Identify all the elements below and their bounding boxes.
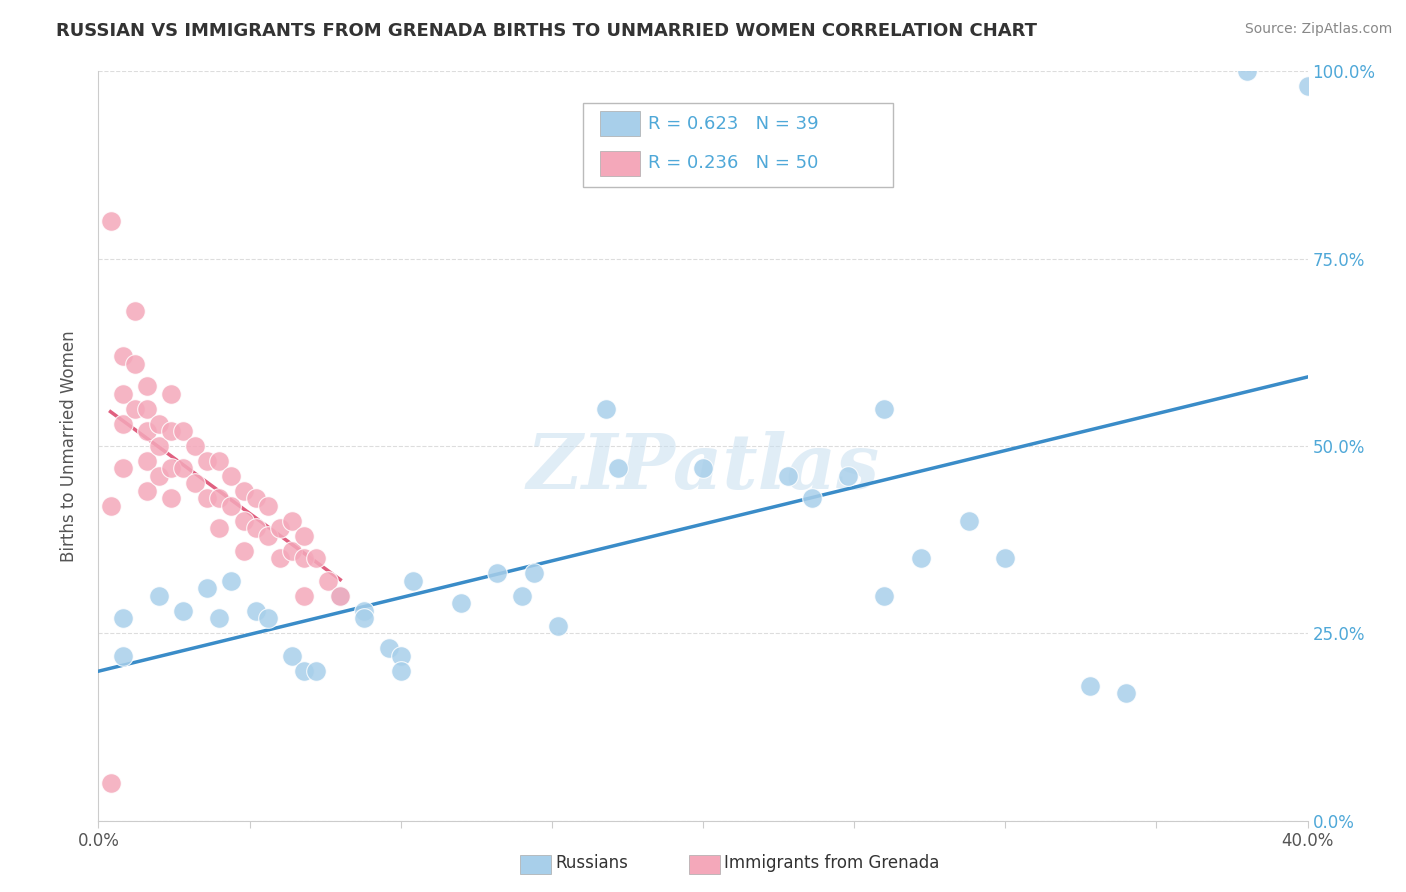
Point [292,551,315,566]
Point [292,529,315,543]
Point [135,379,157,393]
Point [184,476,207,491]
Point [837,469,859,483]
Point [305,551,328,566]
Point [547,619,569,633]
Point [256,529,278,543]
Point [910,551,932,566]
Text: Source: ZipAtlas.com: Source: ZipAtlas.com [1244,22,1392,37]
Text: ZIPatlas: ZIPatlas [526,432,880,506]
Text: RUSSIAN VS IMMIGRANTS FROM GRENADA BIRTHS TO UNMARRIED WOMEN CORRELATION CHART: RUSSIAN VS IMMIGRANTS FROM GRENADA BIRTH… [56,22,1038,40]
Point [353,604,375,618]
Point [208,454,231,468]
Point [111,648,134,663]
Point [607,461,630,475]
Point [281,514,304,528]
Point [111,611,134,625]
Point [148,469,170,483]
Point [148,589,170,603]
Y-axis label: Births to Unmarried Women: Births to Unmarried Women [59,330,77,562]
Point [269,521,291,535]
Point [595,401,617,416]
Point [111,461,134,475]
Point [232,544,254,558]
Point [450,596,472,610]
Point [148,417,170,431]
Point [281,648,304,663]
Point [221,499,243,513]
Point [510,589,533,603]
Point [111,386,134,401]
Point [124,304,146,318]
Point [100,214,122,228]
Text: Immigrants from Grenada: Immigrants from Grenada [724,855,939,872]
Point [776,469,799,483]
Point [281,544,304,558]
Point [692,461,714,475]
Point [329,589,352,603]
Point [800,491,823,506]
Point [402,574,425,588]
Point [221,469,243,483]
Point [100,499,122,513]
Point [135,401,157,416]
Point [208,611,231,625]
Point [184,439,207,453]
Point [160,461,183,475]
Point [160,491,183,506]
Point [100,776,122,790]
Point [486,566,509,581]
Point [160,386,183,401]
Point [1078,679,1101,693]
Point [269,551,291,566]
Point [292,589,315,603]
Point [195,491,218,506]
Point [221,574,243,588]
Point [232,514,254,528]
Point [957,514,980,528]
Text: R = 0.236   N = 50: R = 0.236 N = 50 [648,154,818,172]
Point [377,641,399,656]
Point [245,491,267,506]
Point [523,566,546,581]
Point [873,589,896,603]
Point [305,664,328,678]
Point [111,349,134,363]
Point [256,499,278,513]
Text: Russians: Russians [555,855,628,872]
Point [292,664,315,678]
Text: R = 0.623   N = 39: R = 0.623 N = 39 [648,115,818,133]
Point [389,664,412,678]
Point [172,424,194,438]
Point [994,551,1017,566]
Point [329,589,352,603]
Point [195,582,218,596]
Point [124,357,146,371]
Point [148,439,170,453]
Point [316,574,339,588]
Point [124,401,146,416]
Point [389,648,412,663]
Point [208,521,231,535]
Point [256,611,278,625]
Point [1115,686,1137,700]
Point [195,454,218,468]
Point [172,461,194,475]
Point [135,483,157,498]
Point [1236,64,1258,78]
Point [873,401,896,416]
Point [245,521,267,535]
Point [135,424,157,438]
Point [353,611,375,625]
Point [135,454,157,468]
Point [172,604,194,618]
Point [245,604,267,618]
Point [111,417,134,431]
Point [160,424,183,438]
Point [232,483,254,498]
Point [1296,79,1319,94]
Point [208,491,231,506]
